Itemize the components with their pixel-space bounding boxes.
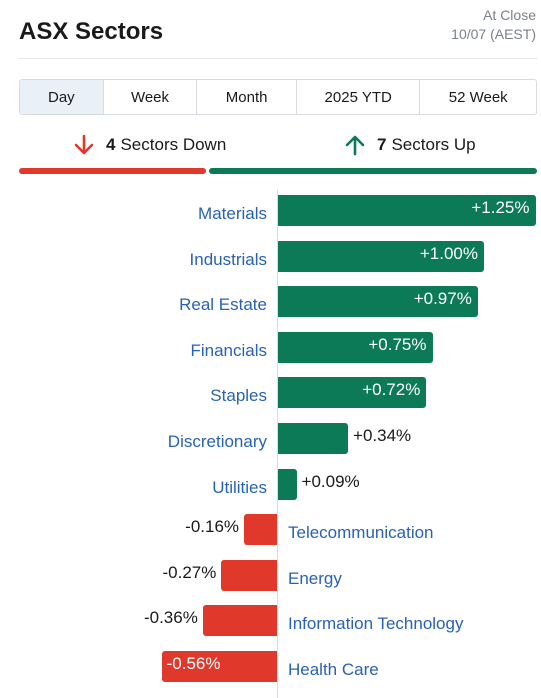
chart-zero-axis — [277, 190, 278, 698]
page-title: ASX Sectors — [19, 18, 164, 45]
sectors-down-bar — [19, 168, 206, 174]
sectors-up-bar — [209, 168, 537, 174]
sector-label-materials[interactable]: Materials — [198, 204, 267, 223]
arrow-up-icon — [345, 135, 365, 156]
close-status: At Close — [483, 7, 536, 23]
value-label-utilities: +0.09% — [301, 471, 360, 491]
value-label-real-estate: +0.97% — [413, 289, 472, 309]
value-label-telecommunication: -0.16% — [185, 517, 240, 537]
tab-52-week[interactable]: 52 Week — [419, 80, 536, 114]
value-label-energy: -0.27% — [162, 562, 217, 582]
sector-label-health-care[interactable]: Health Care — [288, 660, 379, 679]
close-date: 10/07 (AEST) — [451, 26, 536, 42]
bar-financials — [278, 331, 433, 363]
sector-label-telecommunication[interactable]: Telecommunication — [288, 523, 434, 543]
sector-label-real-estate[interactable]: Real Estate — [179, 295, 267, 315]
bar-energy — [221, 559, 277, 591]
tab-week-label: Week — [130, 88, 170, 106]
sector-label-staples[interactable]: Staples — [210, 386, 267, 406]
sector-label-financials[interactable]: Financials — [190, 340, 267, 360]
sectors-up-count: 7 — [377, 135, 387, 154]
sectors-down-summary: 4 Sectors Down — [74, 130, 226, 160]
bar-discretionary — [278, 423, 349, 454]
value-label-financials: +0.75% — [368, 334, 427, 354]
sector-label-information-technology[interactable]: Information Technology — [288, 614, 464, 634]
market-status: At Close 10/07 (AEST) — [451, 6, 536, 44]
value-label-information-technology: -0.36% — [143, 608, 198, 628]
period-tabs: Day Week Month 2025 YTD 52 Week — [19, 79, 537, 115]
value-label-materials: +1.25% — [471, 198, 530, 217]
tab-month[interactable]: Month — [196, 80, 296, 114]
bar-utilities — [278, 468, 297, 500]
bar-industrials — [278, 240, 484, 272]
bar-health-care — [161, 651, 277, 682]
tab-2025-ytd-label: 2025 YTD — [324, 88, 392, 106]
value-label-health-care: -0.56% — [166, 654, 221, 673]
sectors-down-count: 4 — [106, 135, 116, 154]
sector-label-discretionary[interactable]: Discretionary — [167, 432, 267, 451]
tab-month-label: Month — [225, 88, 268, 106]
value-label-discretionary: +0.34% — [353, 426, 412, 445]
sector-label-energy[interactable]: Energy — [288, 568, 342, 588]
tab-day-label: Day — [47, 88, 75, 106]
sector-label-industrials[interactable]: Industrials — [189, 249, 267, 269]
sectors-down-text: Sectors Down — [120, 135, 227, 154]
tab-52-week-label: 52 Week — [448, 88, 508, 106]
header-divider — [19, 58, 537, 59]
tab-day[interactable]: Day — [20, 80, 103, 114]
tab-week[interactable]: Week — [102, 80, 197, 114]
sectors-up-text: Sectors Up — [391, 135, 476, 154]
value-label-industrials: +1.00% — [419, 243, 478, 263]
value-label-staples: +0.72% — [362, 380, 421, 400]
sectors-up-summary: 7 Sectors Up — [345, 130, 476, 160]
bar-information-technology — [202, 605, 277, 637]
arrow-down-icon — [74, 134, 94, 155]
sector-label-utilities[interactable]: Utilities — [212, 477, 267, 497]
bar-real-estate — [278, 286, 478, 318]
tab-2025-ytd[interactable]: 2025 YTD — [295, 80, 420, 114]
bar-staples — [278, 377, 427, 409]
bar-materials — [278, 195, 536, 226]
bar-telecommunication — [244, 514, 277, 546]
